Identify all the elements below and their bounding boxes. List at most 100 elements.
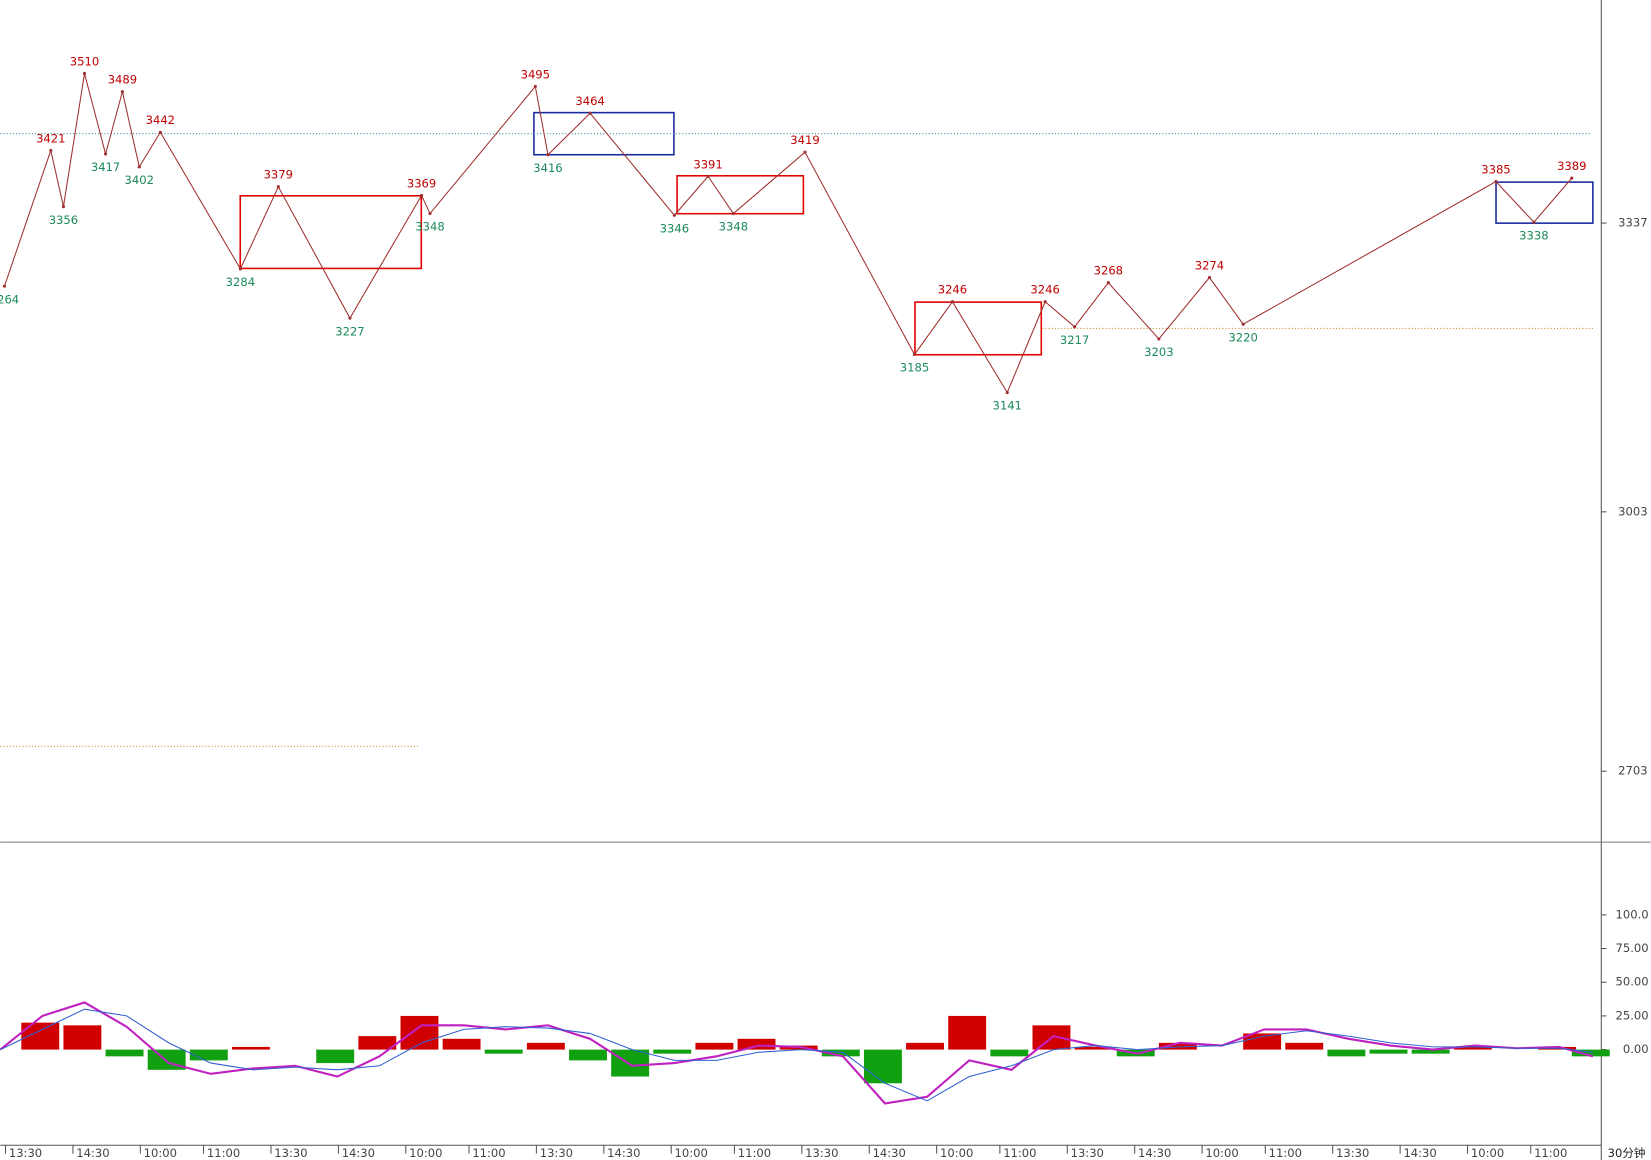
pivot-label: 3284 xyxy=(226,275,255,289)
pivot xyxy=(731,211,735,216)
pivot-label: 3489 xyxy=(108,73,137,87)
x-tick-label: 11:00 xyxy=(1003,1146,1036,1160)
histogram-bar xyxy=(442,1038,481,1050)
histogram-bar xyxy=(695,1042,734,1050)
pivot xyxy=(546,153,550,157)
pivot xyxy=(1005,390,1009,395)
histogram-bar xyxy=(316,1049,355,1064)
y-tick-label: 100.0 xyxy=(1616,907,1649,921)
pivot xyxy=(533,84,537,89)
pivot-label: 3495 xyxy=(521,67,550,81)
x-tick-label: 10:00 xyxy=(940,1146,973,1160)
x-tick-label: 13:30 xyxy=(9,1146,42,1160)
x-tick-label: 14:30 xyxy=(873,1146,906,1160)
pivot xyxy=(103,152,108,156)
pivot-label: 3227 xyxy=(335,324,364,338)
y-tick-label: 50.00 xyxy=(1616,975,1649,989)
histogram-bar xyxy=(1411,1049,1450,1054)
x-tick-label: 11:00 xyxy=(472,1146,505,1160)
pivot-label: 3402 xyxy=(125,173,154,187)
y-tick-label: 3003 xyxy=(1618,504,1647,518)
pivot xyxy=(1241,322,1245,326)
x-tick-label: 11:00 xyxy=(1269,1146,1302,1160)
x-tick-label: 10:00 xyxy=(409,1146,442,1160)
pivot-label: 3464 xyxy=(575,94,604,108)
pivot xyxy=(120,90,125,94)
pivot-label: 3141 xyxy=(992,399,1021,413)
pivot-label: 3417 xyxy=(91,160,120,174)
indicator-line xyxy=(0,1001,1594,1105)
pivot xyxy=(1207,275,1212,280)
histogram-bar xyxy=(611,1049,650,1077)
x-tick-label: 10:00 xyxy=(675,1146,708,1160)
y-tick-label: 25.00 xyxy=(1616,1008,1649,1022)
pivot-label: 3389 xyxy=(1557,159,1586,173)
pivot xyxy=(1106,281,1110,285)
pivot xyxy=(1494,179,1498,184)
x-tick-label: 14:30 xyxy=(1138,1146,1171,1160)
pivot xyxy=(803,150,807,154)
histogram-bar xyxy=(1285,1042,1324,1050)
x-tick-label: 14:30 xyxy=(342,1146,375,1160)
pivot xyxy=(61,205,66,209)
pivot-label: 3510 xyxy=(70,54,99,68)
pivot xyxy=(419,193,424,197)
pivot-label: 3217 xyxy=(1060,333,1089,347)
y-tick-label: 2703 xyxy=(1618,764,1647,778)
pivot xyxy=(588,111,592,115)
pivot xyxy=(1157,337,1161,341)
histogram-bar xyxy=(105,1049,144,1057)
range-box xyxy=(676,175,805,215)
x-tick-label: 10:00 xyxy=(1471,1146,1504,1160)
pivot xyxy=(672,213,676,217)
histogram-bar xyxy=(653,1049,692,1054)
range-box xyxy=(1495,181,1594,224)
range-box xyxy=(914,301,1043,356)
x-tick-label: 11:00 xyxy=(1534,1146,1567,1160)
period-label: 30分钟 xyxy=(1608,1146,1646,1160)
histogram-bar xyxy=(948,1015,987,1050)
x-tick-label: 13:30 xyxy=(540,1146,573,1160)
histogram-bar xyxy=(1327,1049,1366,1057)
x-tick-label: 10:00 xyxy=(144,1146,177,1160)
x-tick-label: 13:30 xyxy=(1071,1146,1104,1160)
pivot xyxy=(1073,325,1077,329)
x-tick-label: 14:30 xyxy=(1403,1146,1436,1160)
pivot-label: 3203 xyxy=(1144,345,1173,359)
pivot-label: 3338 xyxy=(1519,228,1548,242)
pivot-label: 3442 xyxy=(146,113,175,127)
pivot xyxy=(158,130,162,134)
pivot-label: 3419 xyxy=(790,133,819,147)
histogram-bar xyxy=(1074,1046,1113,1050)
histogram-bar xyxy=(906,1042,945,1050)
pivot-label: 3185 xyxy=(900,361,929,375)
histogram-bar xyxy=(737,1038,776,1050)
pivot-label: 3356 xyxy=(49,213,78,227)
pivot-label: 3385 xyxy=(1481,162,1510,176)
pivot xyxy=(950,300,955,304)
pivot xyxy=(137,165,141,169)
histogram-bar xyxy=(1243,1033,1282,1050)
pivot-label: 3246 xyxy=(938,283,967,297)
pivot xyxy=(348,316,352,320)
y-tick-label: 75.00 xyxy=(1616,941,1649,955)
histogram-bar xyxy=(526,1042,565,1050)
pivot xyxy=(1570,176,1574,180)
histogram-bar xyxy=(821,1049,860,1057)
pivot-label: 3220 xyxy=(1228,330,1257,344)
histogram-bar xyxy=(358,1036,397,1050)
pivot-label: 3246 xyxy=(1030,283,1059,297)
pivot-label: 3274 xyxy=(1195,258,1224,272)
histogram-bar xyxy=(990,1049,1029,1057)
y-tick-label: 0.00 xyxy=(1623,1042,1649,1056)
y-tick-label: 3337 xyxy=(1618,216,1647,230)
x-tick-label: 13:30 xyxy=(805,1146,838,1160)
histogram-bar xyxy=(1571,1049,1610,1057)
zigzag-line xyxy=(3,73,1573,394)
x-tick-label: 13:30 xyxy=(274,1146,307,1160)
x-tick-label: 13:30 xyxy=(1336,1146,1369,1160)
pivot-label: 3391 xyxy=(693,157,722,171)
pivot-label: 3346 xyxy=(660,221,689,235)
pivot xyxy=(428,211,432,216)
